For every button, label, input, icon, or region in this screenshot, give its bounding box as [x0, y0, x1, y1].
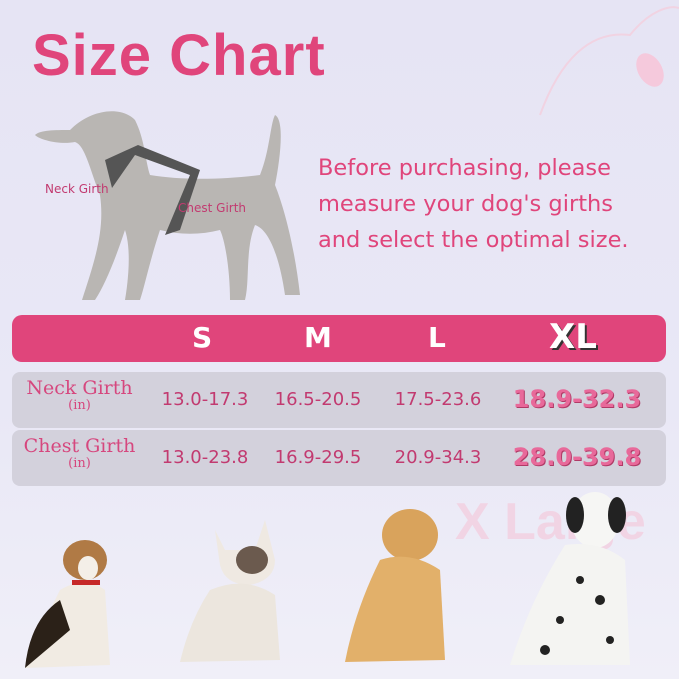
cell-m: 16.9-29.5: [274, 447, 362, 468]
size-s: S: [192, 321, 213, 354]
intro-text: Before purchasing, please measure your d…: [318, 155, 629, 253]
size-xl: XL: [549, 317, 597, 357]
cell-m: 16.5-20.5: [274, 389, 362, 410]
beagle-photo: [25, 540, 110, 668]
french-bulldog-photo: [180, 520, 280, 662]
row-label: Chest Girth (in): [23, 435, 136, 471]
cell-s: 13.0-23.8: [161, 447, 249, 468]
dog-diagram: Neck Girth Chest Girth: [35, 111, 300, 300]
cell-l: 20.9-34.3: [394, 447, 482, 468]
golden-retriever-photo: [345, 509, 445, 662]
size-header: S M L XL: [12, 315, 666, 362]
table-row-neck: Neck Girth (in) 13.0-17.3 16.5-20.5 17.5-…: [12, 372, 666, 428]
size-m: M: [304, 321, 332, 354]
size-l: L: [428, 321, 446, 354]
table-row-chest: Chest Girth (in) 13.0-23.8 16.9-29.5 20.9…: [12, 430, 666, 486]
row-label: Neck Girth (in): [26, 377, 133, 413]
cell-xl: 18.9-32.3: [512, 385, 642, 413]
dog-photos: [25, 492, 630, 668]
paw-decoration-icon: [539, 6, 679, 116]
page-title: Size Chart: [32, 23, 326, 88]
cell-s: 13.0-17.3: [161, 389, 249, 410]
chest-girth-label: Chest Girth: [178, 201, 246, 215]
cell-l: 17.5-23.6: [394, 389, 482, 410]
dalmatian-photo: [510, 492, 630, 665]
cell-xl: 28.0-39.8: [512, 443, 642, 471]
neck-girth-label: Neck Girth: [45, 182, 109, 196]
